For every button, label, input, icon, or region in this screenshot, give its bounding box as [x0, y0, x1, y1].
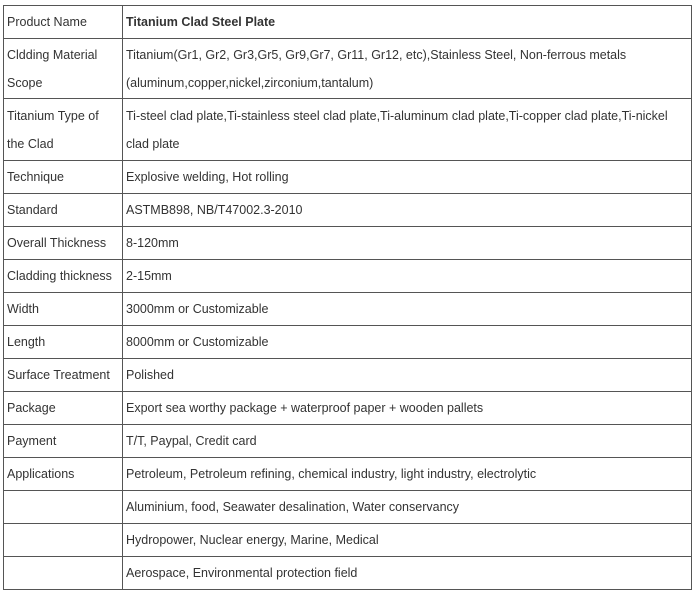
table-row: Package Export sea worthy package + water… — [3, 391, 692, 425]
row-value: Ti-steel clad plate,Ti-stainless steel c… — [122, 98, 692, 161]
table-row: Surface Treatment Polished — [3, 358, 692, 392]
row-label — [3, 556, 123, 590]
table-row: Overall Thickness 8-120mm — [3, 226, 692, 260]
row-value: Hydropower, Nuclear energy, Marine, Medi… — [122, 523, 692, 557]
table-row: Applications Petroleum, Petroleum refinin… — [3, 457, 692, 491]
row-value: 3000mm or Customizable — [122, 292, 692, 326]
product-spec-table: Product Name Titanium Clad Steel Plate Cld… — [3, 5, 692, 590]
row-label: Package — [3, 391, 123, 425]
row-value: Titanium Clad Steel Plate — [122, 5, 692, 39]
row-label: Overall Thickness — [3, 226, 123, 260]
row-label: Applications — [3, 457, 123, 491]
row-value: 8-120mm — [122, 226, 692, 260]
row-value: Titanium(Gr1, Gr2, Gr3,Gr5, Gr9,Gr7, Gr1… — [122, 38, 692, 99]
table-row: Cldding Material Scope Titanium(Gr1, Gr2,… — [3, 38, 692, 99]
row-label: Width — [3, 292, 123, 326]
row-label: Payment — [3, 424, 123, 458]
row-value: 2-15mm — [122, 259, 692, 293]
table-row: Aerospace, Environmental protection fiel… — [3, 556, 692, 590]
row-value: Export sea worthy package + waterproof p… — [122, 391, 692, 425]
row-label: Standard — [3, 193, 123, 227]
table-row: Length 8000mm or Customizable — [3, 325, 692, 359]
row-value: T/T, Paypal, Credit card — [122, 424, 692, 458]
row-label: Product Name — [3, 5, 123, 39]
row-value: 8000mm or Customizable — [122, 325, 692, 359]
row-label — [3, 523, 123, 557]
table-row: Technique Explosive welding, Hot rolling — [3, 160, 692, 194]
row-label: Cladding thickness — [3, 259, 123, 293]
table-row: Payment T/T, Paypal, Credit card — [3, 424, 692, 458]
row-label: Cldding Material Scope — [3, 38, 123, 99]
table-row: Aluminium, food, Seawater desalination, … — [3, 490, 692, 524]
table-row: Width 3000mm or Customizable — [3, 292, 692, 326]
row-label: Technique — [3, 160, 123, 194]
table-row: Product Name Titanium Clad Steel Plate — [3, 5, 692, 39]
table-row: Hydropower, Nuclear energy, Marine, Medi… — [3, 523, 692, 557]
row-value: Explosive welding, Hot rolling — [122, 160, 692, 194]
row-label: Titanium Type of the Clad — [3, 98, 123, 161]
row-label: Length — [3, 325, 123, 359]
row-value: Petroleum, Petroleum refining, chemical … — [122, 457, 692, 491]
row-value: Aerospace, Environmental protection fiel… — [122, 556, 692, 590]
row-value: ASTMB898, NB/T47002.3-2010 — [122, 193, 692, 227]
table-row: Titanium Type of the Clad Ti-steel clad p… — [3, 98, 692, 161]
row-label: Surface Treatment — [3, 358, 123, 392]
row-value: Polished — [122, 358, 692, 392]
row-label — [3, 490, 123, 524]
table-row: Cladding thickness 2-15mm — [3, 259, 692, 293]
row-value: Aluminium, food, Seawater desalination, … — [122, 490, 692, 524]
table-row: Standard ASTMB898, NB/T47002.3-2010 — [3, 193, 692, 227]
